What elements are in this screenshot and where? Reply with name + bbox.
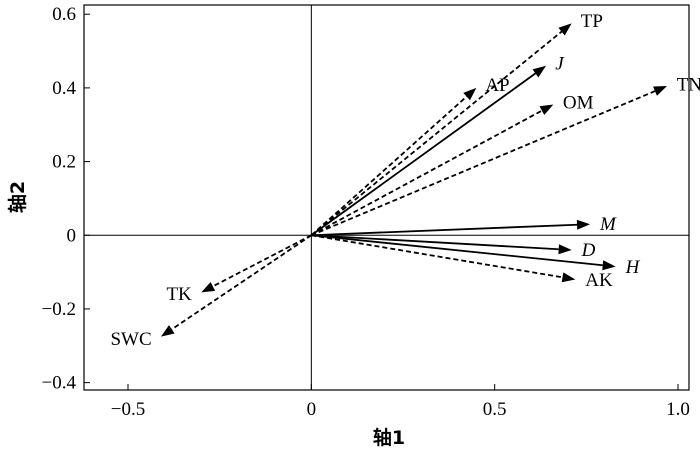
vector-arrowhead-tk [201,281,216,293]
vector-label-swc: SWC [110,329,151,350]
vector-line-swc [171,234,312,331]
vector-arrowhead-j [532,65,546,78]
x-tick-label: 0.5 [483,399,507,420]
vector-label-h: H [625,257,641,278]
vector-line-tk [212,234,312,288]
vector-line-j [310,72,536,236]
x-tick-label: 1.0 [666,399,690,420]
vector-label-ap: AP [485,75,509,96]
plot-frame [83,4,690,391]
vector-label-tn: TN [677,75,700,96]
vector-line-tn [310,90,656,237]
vector-arrowhead-swc [161,325,175,337]
vectors: TP J AP OM TN MD H AK TK SWC [110,11,700,350]
vector-arrowhead-m [576,219,590,230]
vector-arrowhead-ap [463,87,477,101]
vector-line-om [310,109,543,237]
vector-arrowhead-tn [653,86,667,96]
y-tick-label: 0.4 [52,78,76,99]
y-tick-label: 0.6 [52,4,76,25]
x-ticks: −0.5 0 0.5 1.0 [111,384,690,420]
x-tick-label: −0.5 [111,399,145,420]
vector-line-tp [310,30,563,236]
x-tick-label: 0 [307,399,317,420]
vector-arrowhead-om [539,104,554,116]
vector-line-ap [310,95,468,236]
y-tick-label: −0.4 [42,373,77,394]
vector-arrowhead-h [602,260,616,271]
vector-arrowhead-tp [558,23,572,36]
vector-arrowhead-d [558,244,572,255]
vector-label-ak: AK [585,270,613,291]
vector-label-d: D [581,240,596,261]
vector-label-m: M [599,214,617,235]
vector-line-h [311,234,603,267]
vector-label-om: OM [563,93,594,114]
y-tick-label: 0.2 [52,152,76,173]
y-tick-label: 0 [67,225,77,246]
vector-label-tp: TP [581,11,603,32]
vector-line-ak [311,234,563,279]
y-ticks: −0.4 −0.2 0 0.2 0.4 0.6 [42,4,90,394]
x-axis-title: 轴1 [373,426,405,449]
vector-arrowhead-ak [561,272,576,283]
y-axis-title: 轴2 [6,181,29,213]
vector-label-tk: TK [166,284,192,305]
y-tick-label: −0.2 [42,299,76,320]
vector-label-j: J [555,53,565,74]
vector-line-d [311,234,559,251]
vector-line-m [311,223,578,237]
